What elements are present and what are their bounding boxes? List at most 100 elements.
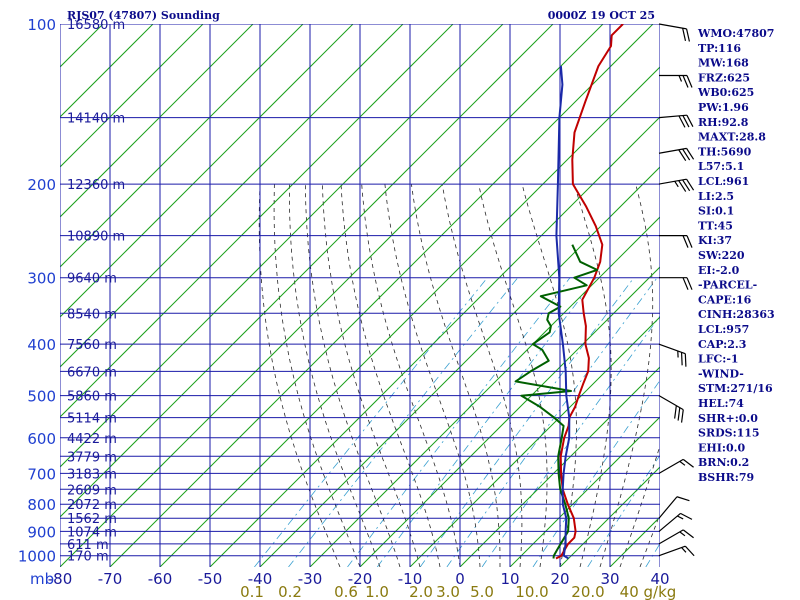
wind-barb	[658, 114, 694, 128]
isotherm-line	[259, 166, 660, 567]
wind-barb	[658, 395, 684, 423]
isotherm-line	[109, 24, 654, 567]
temperature-tick-label: -10	[398, 570, 423, 588]
moist-adiabat	[258, 184, 341, 567]
moist-adiabat	[340, 184, 441, 567]
mixing-ratio-label: 3.0	[436, 583, 460, 600]
mixing-ratio-line	[288, 277, 519, 567]
temperature-tick-label: -70	[98, 570, 123, 588]
isotherm-line	[509, 416, 660, 567]
mixing-ratio-label: 0.6	[334, 583, 358, 600]
moist-adiabat	[273, 184, 361, 567]
index-item: L57:5.1	[698, 160, 744, 173]
pressure-tick-label: 700	[27, 465, 56, 483]
moist-adiabat	[573, 183, 612, 567]
mixing-ratio-line	[481, 315, 660, 567]
pressure-tick-label: 800	[27, 496, 56, 514]
height-label: 9640 m	[67, 272, 117, 287]
height-label: 8540 m	[67, 307, 117, 322]
temperature-line	[555, 24, 624, 560]
temperature-tick-label: -30	[298, 570, 323, 588]
temperature-tick-label: -60	[148, 570, 173, 588]
mixing-ratio-label: 10.0	[515, 583, 548, 600]
index-item: LI:2.5	[698, 190, 734, 203]
dewpoint-line	[514, 244, 599, 559]
index-item: CAP:2.3	[698, 338, 746, 351]
index-item: STM:271/16	[698, 382, 773, 395]
pressure-tick-label: 900	[27, 523, 56, 541]
temperature-tick-label: 40	[650, 570, 669, 588]
isotherm-line	[60, 24, 304, 268]
mixing-ratio-line	[446, 277, 658, 567]
height-label: 5860 m	[67, 390, 117, 405]
mixing-ratio-label: 40 g/kg	[620, 583, 677, 600]
index-item: SI:0.1	[698, 205, 734, 218]
index-item: WMO:47807	[697, 27, 774, 40]
timestamp: 0000Z 19 OCT 25	[548, 9, 655, 22]
wind-barb	[658, 529, 694, 545]
parcel-line	[555, 66, 571, 560]
index-item: EI:-2.0	[698, 264, 740, 277]
wind-barbs	[658, 23, 695, 557]
mixing-ratio-label: 2.0	[409, 583, 433, 600]
dry-adiabats	[60, 24, 660, 567]
wind-barb	[659, 74, 693, 88]
height-label: 10890 m	[67, 230, 125, 245]
isotherm-line	[209, 116, 660, 567]
pressure-tick-label: 500	[27, 388, 56, 406]
isotherm-line	[60, 24, 604, 567]
index-item: MAXT:28.8	[698, 131, 766, 144]
isotherm-line	[60, 24, 454, 418]
index-item: TP:116	[698, 42, 741, 55]
height-label: 170 m	[67, 550, 109, 565]
index-item: -PARCEL-	[698, 279, 757, 292]
temperature-tick-label: -20	[348, 570, 373, 588]
index-item: CAPE:16	[698, 293, 752, 306]
height-label: 3183 m	[67, 467, 117, 482]
height-label: 14140 m	[67, 112, 125, 127]
index-item: WB0:625	[697, 86, 754, 99]
height-label: 611 m	[67, 538, 109, 553]
temperature-tick-label: -80	[48, 570, 73, 588]
index-item: LFC:-1	[698, 353, 739, 366]
index-item: MW:168	[698, 57, 749, 70]
temperature-tick-label: 0	[455, 570, 465, 588]
wind-barb	[658, 178, 695, 192]
index-item: KI:37	[698, 234, 732, 247]
profile-lines	[514, 24, 624, 560]
moist-adiabat	[441, 184, 523, 567]
temperature-tick-label: -40	[248, 570, 273, 588]
mixing-ratio-line	[376, 277, 597, 567]
mixing-ratio-label: 0.1	[240, 583, 264, 600]
wind-barb	[658, 458, 694, 474]
grid-lines	[60, 24, 660, 567]
wind-barb	[659, 277, 693, 290]
wind-barb	[658, 545, 695, 557]
isotherm-line	[60, 24, 554, 518]
isotherm-line	[309, 216, 660, 567]
mixing-ratio-label: 5.0	[470, 583, 494, 600]
index-item: BRN:0.2	[698, 456, 749, 469]
pressure-tick-label: 300	[27, 270, 56, 288]
isotherm-line	[159, 66, 660, 567]
temperature-tick-label: 30	[600, 570, 619, 588]
index-item: HEL:74	[698, 397, 744, 410]
index-item: SRDS:115	[698, 427, 760, 440]
wind-barb	[658, 147, 695, 162]
height-label: 2609 m	[67, 483, 117, 498]
height-label: 2072 m	[67, 498, 117, 513]
index-item: TH:5690	[698, 145, 752, 158]
mixing-ratio-label: 0.2	[278, 583, 302, 600]
moist-adiabat	[289, 184, 381, 567]
moist-adiabat	[478, 184, 548, 567]
index-item: FRZ:625	[698, 71, 750, 84]
index-item: RH:92.8	[698, 116, 749, 129]
isotherm-line	[409, 316, 660, 567]
mixing-ratio-line	[254, 277, 488, 567]
mixing-ratio-label: 1.0	[365, 583, 389, 600]
pressure-tick-label: 1000	[18, 548, 56, 566]
height-label: 1562 m	[67, 512, 117, 527]
index-item: SHR+:0.0	[698, 412, 758, 425]
